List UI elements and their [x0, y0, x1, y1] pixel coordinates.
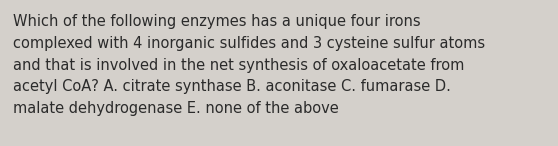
Text: complexed with 4 inorganic sulfides and 3 cysteine sulfur atoms: complexed with 4 inorganic sulfides and … [13, 36, 485, 51]
Text: acetyl CoA? A. citrate synthase B. aconitase C. fumarase D.: acetyl CoA? A. citrate synthase B. aconi… [13, 79, 451, 94]
Text: malate dehydrogenase E. none of the above: malate dehydrogenase E. none of the abov… [13, 101, 339, 116]
Text: and that is involved in the net synthesis of oxaloacetate from: and that is involved in the net synthesi… [13, 58, 464, 73]
Text: Which of the following enzymes has a unique four irons: Which of the following enzymes has a uni… [13, 14, 421, 29]
